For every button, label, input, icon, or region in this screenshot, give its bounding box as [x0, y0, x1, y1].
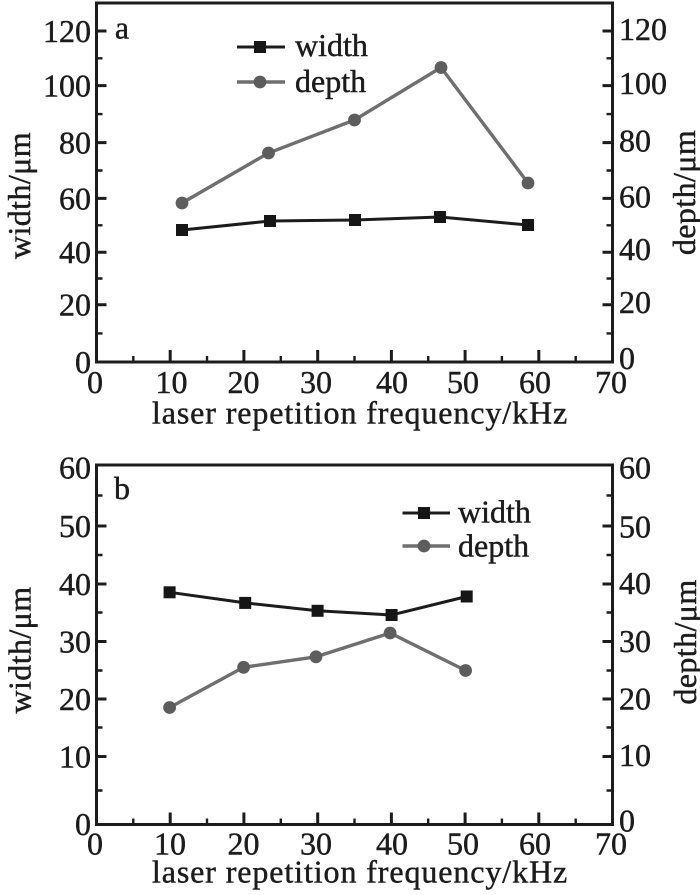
svg-text:10: 10 — [59, 739, 91, 775]
svg-text:0: 0 — [87, 826, 103, 862]
svg-text:20: 20 — [228, 826, 260, 862]
svg-text:100: 100 — [43, 68, 91, 104]
svg-text:depth: depth — [458, 528, 529, 564]
svg-text:30: 30 — [59, 624, 91, 660]
svg-text:a: a — [115, 10, 129, 46]
svg-text:width/μm: width/μm — [2, 586, 38, 713]
svg-text:0: 0 — [619, 803, 635, 839]
svg-text:60: 60 — [519, 364, 551, 400]
svg-text:30: 30 — [300, 826, 332, 862]
svg-text:80: 80 — [619, 122, 651, 158]
svg-text:50: 50 — [59, 508, 91, 544]
svg-text:laser repetition frequency/kHz: laser repetition frequency/kHz — [152, 854, 568, 890]
svg-text:60: 60 — [59, 180, 91, 216]
svg-text:10: 10 — [154, 826, 186, 862]
svg-text:50: 50 — [447, 364, 479, 400]
svg-text:width/μm: width/μm — [1, 132, 37, 259]
svg-text:60: 60 — [619, 178, 651, 214]
svg-text:width: width — [295, 27, 368, 63]
svg-text:50: 50 — [619, 508, 651, 544]
svg-text:width: width — [458, 494, 531, 530]
svg-text:120: 120 — [43, 13, 91, 49]
svg-text:100: 100 — [619, 65, 667, 101]
svg-text:0: 0 — [75, 806, 91, 842]
svg-text:20: 20 — [619, 680, 651, 716]
svg-text:40: 40 — [376, 364, 408, 400]
svg-text:60: 60 — [619, 450, 651, 486]
svg-text:laser repetition frequency/kHz: laser repetition frequency/kHz — [152, 395, 568, 431]
svg-text:40: 40 — [59, 566, 91, 602]
svg-text:70: 70 — [595, 364, 627, 400]
svg-text:40: 40 — [619, 565, 651, 601]
svg-text:50: 50 — [447, 826, 479, 862]
svg-text:b: b — [114, 470, 130, 506]
svg-text:70: 70 — [595, 826, 627, 862]
svg-text:20: 20 — [59, 287, 91, 323]
svg-text:40: 40 — [59, 234, 91, 270]
svg-text:60: 60 — [59, 450, 91, 486]
svg-text:60: 60 — [519, 826, 551, 862]
svg-text:20: 20 — [228, 364, 260, 400]
svg-text:10: 10 — [619, 737, 651, 773]
svg-text:120: 120 — [619, 11, 667, 47]
svg-text:30: 30 — [619, 623, 651, 659]
svg-text:0: 0 — [75, 344, 91, 380]
svg-text:30: 30 — [300, 364, 332, 400]
svg-text:20: 20 — [619, 284, 651, 320]
svg-text:20: 20 — [59, 681, 91, 717]
svg-text:depth: depth — [295, 63, 366, 99]
svg-text:depth/μm: depth/μm — [667, 579, 700, 704]
svg-text:depth/μm: depth/μm — [666, 130, 700, 255]
svg-text:10: 10 — [156, 364, 188, 400]
svg-text:40: 40 — [376, 826, 408, 862]
svg-text:0: 0 — [619, 340, 635, 376]
svg-text:40: 40 — [619, 231, 651, 267]
svg-text:80: 80 — [59, 125, 91, 161]
svg-text:0: 0 — [87, 364, 103, 400]
